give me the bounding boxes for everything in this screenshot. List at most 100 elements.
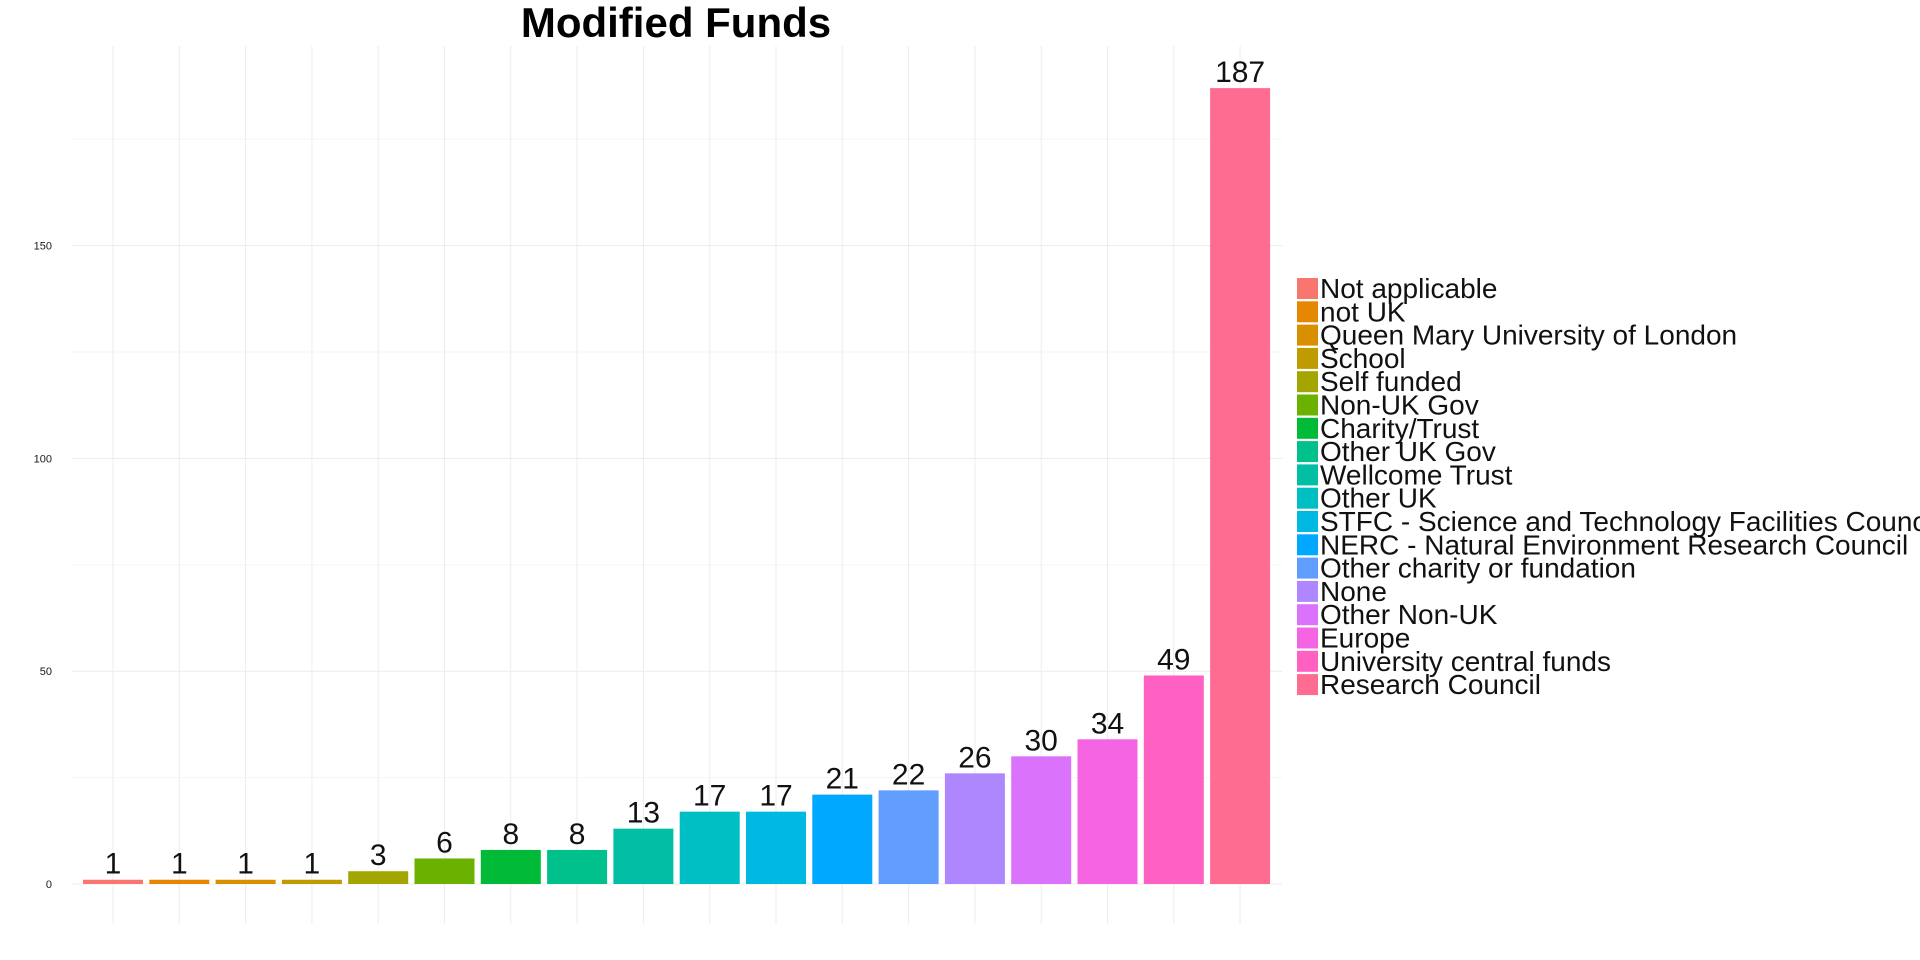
bar	[613, 828, 674, 884]
bar	[746, 811, 806, 884]
data-label: 22	[892, 758, 925, 791]
data-label: 17	[759, 780, 792, 813]
data-label: 13	[627, 797, 660, 830]
legend-item: Research Council	[1297, 669, 1541, 700]
legend-swatch	[1297, 441, 1318, 463]
legend-item: STFC - Science and Technology Facilities…	[1297, 506, 1920, 537]
bar	[944, 773, 1005, 884]
legend-item: Wellcome Trust	[1297, 459, 1513, 490]
bar	[215, 879, 276, 884]
bar	[1077, 739, 1138, 884]
legend-swatch	[1297, 324, 1318, 346]
bar	[1210, 88, 1271, 885]
legend-swatch	[1297, 278, 1318, 299]
legend-swatch	[1297, 417, 1318, 439]
bar	[83, 879, 143, 884]
legend-label: School	[1320, 343, 1406, 374]
legend-swatch	[1297, 674, 1318, 696]
legend-label: Other Non-UK	[1320, 599, 1498, 630]
bars	[83, 88, 1271, 885]
legend-swatch	[1297, 371, 1318, 393]
legend-swatch	[1297, 301, 1318, 323]
legend-label: not UK	[1320, 296, 1406, 327]
data-label: 3	[370, 839, 387, 872]
y-tick-label: 100	[34, 453, 52, 465]
legend-swatch	[1297, 604, 1318, 626]
legend-label: Other charity or fundation	[1320, 553, 1636, 584]
data-label: 34	[1091, 707, 1124, 740]
y-tick-label: 0	[46, 879, 52, 891]
bar	[149, 879, 210, 884]
data-label: 21	[826, 763, 859, 796]
bar	[679, 811, 740, 884]
legend-item: not UK	[1297, 296, 1406, 327]
legend-item: Other Non-UK	[1297, 599, 1498, 630]
legend-swatch	[1297, 487, 1318, 509]
data-label: 17	[693, 780, 726, 813]
bar	[878, 790, 939, 884]
legend-label: NERC - Natural Environment Research Coun…	[1320, 529, 1908, 560]
data-label: 8	[502, 818, 519, 851]
legend-label: Europe	[1320, 623, 1410, 654]
legend-item: None	[1297, 576, 1387, 607]
bar	[348, 871, 409, 884]
legend-label: Not applicable	[1320, 273, 1497, 304]
legend-item: Not applicable	[1297, 273, 1497, 304]
data-label: 6	[436, 826, 453, 859]
data-label: 1	[237, 848, 254, 881]
legend-label: STFC - Science and Technology Facilities…	[1320, 506, 1920, 537]
legend-item: Queen Mary University of London	[1297, 320, 1737, 351]
legend-swatch	[1297, 650, 1318, 672]
data-label: 1	[171, 848, 188, 881]
legend-item: Other charity or fundation	[1297, 553, 1636, 584]
data-label: 1	[105, 848, 122, 881]
legend-label: Non-UK Gov	[1320, 390, 1479, 421]
legend-label: Other UK	[1320, 483, 1437, 514]
data-label: 1	[304, 848, 321, 881]
legend-label: Self funded	[1320, 366, 1462, 397]
bar	[480, 849, 541, 884]
legend-label: None	[1320, 576, 1387, 607]
legend-label: Other UK Gov	[1320, 436, 1496, 467]
legend-label: Charity/Trust	[1320, 413, 1479, 444]
legend-item: Other UK Gov	[1297, 436, 1496, 467]
data-label: 26	[958, 741, 991, 774]
legend-label: Research Council	[1320, 669, 1541, 700]
legend-swatch	[1297, 534, 1318, 556]
bar	[547, 849, 608, 884]
y-axis-ticks: 0 50 100 150	[34, 241, 52, 891]
legend-item: Self funded	[1297, 366, 1462, 397]
legend-swatch	[1297, 394, 1318, 416]
legend-item: University central funds	[1297, 646, 1611, 677]
bar	[812, 794, 873, 884]
bar	[281, 879, 342, 884]
legend-label: Wellcome Trust	[1320, 459, 1513, 490]
data-label: 8	[569, 818, 586, 851]
legend-item: Europe	[1297, 623, 1410, 654]
legend-swatch	[1297, 627, 1318, 649]
y-tick-label: 150	[34, 241, 52, 253]
legend-item: NERC - Natural Environment Research Coun…	[1297, 529, 1908, 560]
bar	[1143, 675, 1204, 884]
y-tick-label: 50	[40, 666, 52, 678]
legend-item: School	[1297, 343, 1406, 374]
legend-swatch	[1297, 557, 1318, 579]
data-label: 49	[1157, 643, 1190, 676]
bar	[1011, 756, 1072, 884]
legend-item: Charity/Trust	[1297, 413, 1479, 444]
chart-title: Modified Funds	[521, 0, 831, 46]
legend-swatch	[1297, 464, 1318, 486]
legend-item: Other UK	[1297, 483, 1437, 514]
bar	[414, 858, 475, 884]
legend-swatch	[1297, 511, 1318, 532]
legend-swatch	[1297, 580, 1318, 602]
data-label: 187	[1215, 56, 1265, 89]
legend-item: Non-UK Gov	[1297, 390, 1479, 421]
legend-label: Queen Mary University of London	[1320, 320, 1737, 351]
legend-label: University central funds	[1320, 646, 1611, 677]
legend-swatch	[1297, 347, 1318, 369]
data-label: 30	[1025, 724, 1058, 757]
